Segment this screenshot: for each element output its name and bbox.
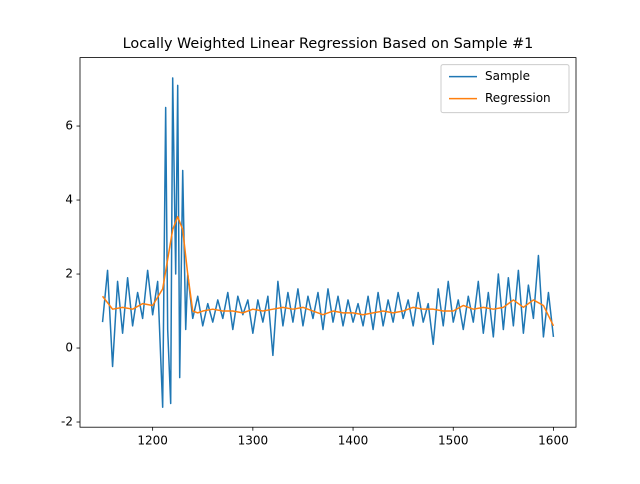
series-line xyxy=(101,77,555,408)
x-tick-label: 1300 xyxy=(238,434,269,448)
y-tick-label: 2 xyxy=(65,267,73,281)
legend-label: Regression xyxy=(485,91,551,105)
legend-label: Sample xyxy=(485,69,530,83)
x-tick-label: 1400 xyxy=(338,434,369,448)
y-tick-label: -2 xyxy=(61,415,73,429)
x-tick-label: 1600 xyxy=(538,434,569,448)
plot-frame xyxy=(79,57,577,428)
x-tick-label: 1500 xyxy=(438,434,469,448)
y-tick-label: 4 xyxy=(65,193,73,207)
x-tick-label: 1200 xyxy=(137,434,168,448)
series-line xyxy=(101,215,555,327)
y-tick-label: 6 xyxy=(65,119,73,133)
y-tick-label: 0 xyxy=(65,341,73,355)
chart-title: Locally Weighted Linear Regression Based… xyxy=(123,36,534,52)
